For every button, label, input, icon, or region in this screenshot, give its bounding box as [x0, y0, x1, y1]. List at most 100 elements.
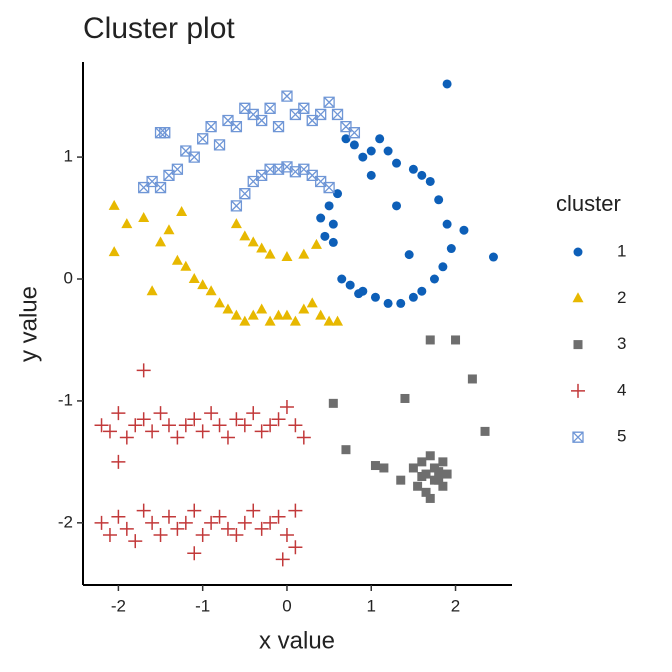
point — [256, 242, 268, 253]
point — [337, 274, 347, 284]
point — [178, 515, 193, 530]
point — [332, 315, 344, 326]
point — [153, 528, 168, 543]
point — [136, 363, 151, 378]
point — [281, 251, 293, 262]
point — [400, 393, 410, 403]
point — [136, 412, 151, 427]
y-axis-label: y value — [15, 286, 42, 362]
point — [230, 309, 242, 320]
point — [138, 212, 150, 223]
point — [187, 546, 202, 561]
point — [102, 424, 117, 439]
point — [306, 297, 318, 308]
point — [220, 430, 235, 445]
point — [488, 252, 498, 262]
point — [358, 152, 368, 162]
point — [425, 335, 435, 345]
point — [438, 457, 448, 467]
point — [298, 248, 310, 259]
point — [188, 151, 200, 163]
point — [220, 521, 235, 536]
x-tick-label: -2 — [111, 596, 126, 615]
point — [425, 176, 435, 186]
point — [204, 406, 219, 421]
point — [119, 521, 134, 536]
legend-symbol — [573, 340, 583, 350]
point — [438, 481, 448, 491]
point — [163, 224, 175, 235]
legend-symbol — [572, 431, 584, 443]
point — [396, 475, 406, 485]
point — [425, 493, 435, 503]
point — [108, 246, 120, 257]
point — [119, 430, 134, 445]
legend-label: 3 — [617, 334, 626, 353]
point — [170, 521, 185, 536]
point — [205, 285, 217, 296]
point — [229, 528, 244, 543]
point — [429, 274, 439, 284]
point — [341, 445, 351, 455]
point — [230, 200, 243, 212]
point — [239, 315, 251, 326]
point — [425, 451, 435, 461]
point — [315, 108, 327, 121]
point — [341, 134, 351, 144]
point — [111, 454, 126, 469]
point — [239, 188, 251, 200]
point — [438, 262, 448, 272]
point — [324, 201, 334, 211]
point — [94, 515, 109, 530]
y-tick-label: -1 — [58, 390, 73, 409]
point — [366, 170, 376, 180]
legend-label: 2 — [617, 288, 626, 307]
point — [171, 163, 184, 175]
legend-symbol — [572, 292, 584, 303]
point — [171, 254, 183, 265]
point — [205, 120, 217, 133]
point — [247, 309, 259, 320]
point — [146, 285, 158, 296]
x-tick-label: 1 — [367, 596, 376, 615]
point — [229, 412, 244, 427]
point — [467, 374, 477, 384]
legend-title: cluster — [556, 191, 621, 216]
point — [272, 120, 285, 133]
point — [288, 503, 303, 518]
point — [408, 463, 418, 473]
point — [264, 248, 276, 259]
point — [298, 303, 310, 314]
point — [161, 418, 176, 433]
point — [264, 315, 276, 326]
x-tick-label: 2 — [451, 596, 460, 615]
point — [370, 292, 380, 302]
point — [354, 289, 364, 299]
point — [366, 146, 376, 156]
point — [404, 250, 414, 260]
point — [237, 515, 252, 530]
point — [383, 146, 393, 156]
point — [375, 134, 385, 144]
point — [323, 96, 335, 108]
point — [429, 475, 439, 485]
point — [273, 309, 285, 320]
point — [296, 430, 311, 445]
point — [128, 534, 143, 549]
point — [281, 309, 293, 320]
point — [230, 120, 243, 133]
point — [383, 298, 393, 308]
point — [288, 418, 303, 433]
point — [180, 260, 192, 271]
point — [392, 201, 402, 211]
point — [94, 418, 109, 433]
point — [128, 418, 143, 433]
point — [170, 430, 185, 445]
point — [413, 481, 423, 491]
point — [408, 292, 418, 302]
point — [188, 273, 200, 284]
point — [370, 461, 380, 471]
point — [213, 139, 226, 151]
point — [161, 509, 176, 524]
